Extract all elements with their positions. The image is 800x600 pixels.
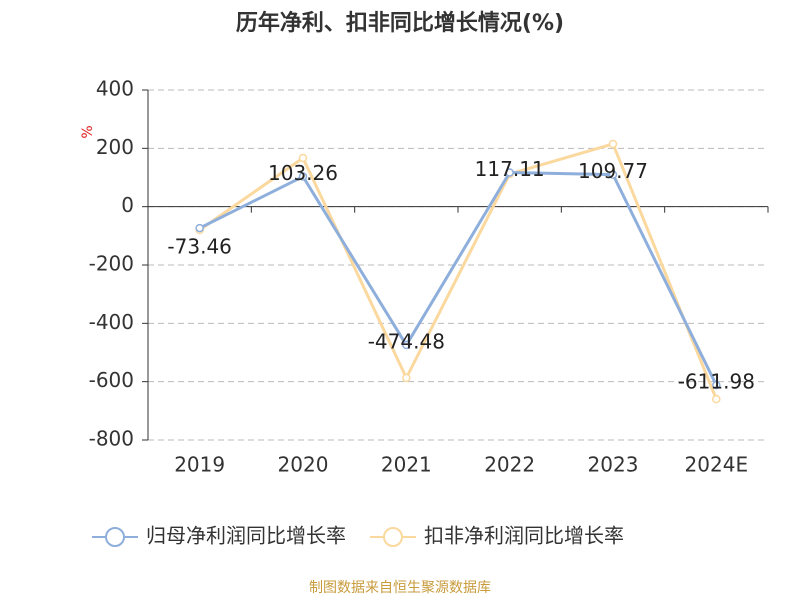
source-note: 制图数据来自恒生聚源数据库 xyxy=(309,580,491,596)
point xyxy=(608,139,618,149)
point xyxy=(195,223,204,233)
data-label: -73.46 xyxy=(167,235,231,259)
point xyxy=(712,394,721,404)
x-tick-label: 2021 xyxy=(381,453,432,477)
point xyxy=(712,380,721,390)
y-tick-label: -600 xyxy=(89,368,134,392)
data-label: 103.26 xyxy=(268,161,338,185)
point xyxy=(298,172,308,181)
y-axis-label: % xyxy=(80,125,96,138)
point xyxy=(505,168,514,177)
x-tick-label: 2022 xyxy=(484,453,535,477)
data-label: -611.98 xyxy=(678,370,755,394)
y-tick-label: -200 xyxy=(89,252,134,276)
series-line xyxy=(198,142,718,400)
point xyxy=(298,153,308,163)
y-tick-label: 0 xyxy=(121,193,134,217)
data-label: 117.11 xyxy=(475,157,545,181)
point xyxy=(402,340,411,350)
legend-label: 归母净利润同比增长率 xyxy=(146,524,346,548)
legend-label: 扣非净利润同比增长率 xyxy=(424,524,624,548)
data-label: -474.48 xyxy=(368,330,445,354)
y-tick-label: -400 xyxy=(89,310,134,334)
point xyxy=(608,170,618,179)
x-tick-label: 2024E xyxy=(685,453,749,477)
point xyxy=(402,373,411,383)
chart-title: 历年净利、扣非同比增长情况(%) xyxy=(236,10,564,36)
legend-marker xyxy=(383,527,403,547)
x-tick-label: 2020 xyxy=(278,453,329,477)
series-line xyxy=(198,170,718,386)
y-tick-label: 200 xyxy=(96,135,134,159)
x-tick-label: 2019 xyxy=(174,453,225,477)
y-tick-label: 400 xyxy=(96,77,134,101)
legend-marker xyxy=(105,527,125,547)
x-tick-label: 2023 xyxy=(588,453,639,477)
data-label: 109.77 xyxy=(578,159,648,183)
y-tick-label: -800 xyxy=(89,427,134,451)
